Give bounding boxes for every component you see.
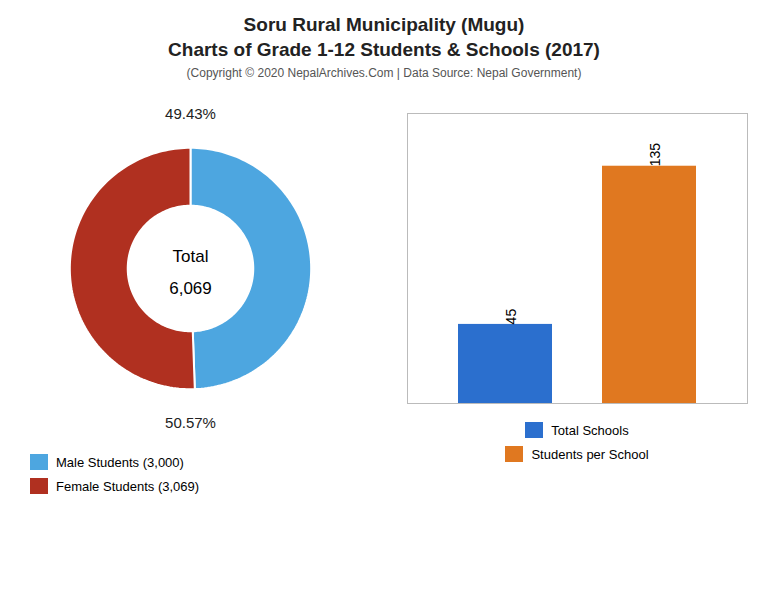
svg-text:45: 45 xyxy=(503,309,519,325)
html-text:Female Students (3,069): Female Students (3,069) xyxy=(56,478,200,494)
svg-text:49.43%: 49.43% xyxy=(165,105,216,122)
html-text:Soru Rural Municipality (Mugu): Soru Rural Municipality (Mugu) xyxy=(243,14,525,35)
svg-text:50.57%: 50.57% xyxy=(165,414,216,431)
svg-text:Total: Total xyxy=(173,247,209,266)
html-text:(Copyright © 2020 NepalArchive: (Copyright © 2020 NepalArchives.Com | Da… xyxy=(186,66,582,80)
svg-text:6,069: 6,069 xyxy=(169,279,212,298)
html-text:Male Students (3,000): Male Students (3,000) xyxy=(56,454,184,470)
html-text:Total Schools: Total Schools xyxy=(551,422,629,438)
html-text:Students per School: Students per School xyxy=(531,446,649,462)
svg-text:135: 135 xyxy=(647,143,663,167)
html-text:Charts of Grade 1-12 Students: Charts of Grade 1-12 Students & Schools … xyxy=(168,39,600,60)
